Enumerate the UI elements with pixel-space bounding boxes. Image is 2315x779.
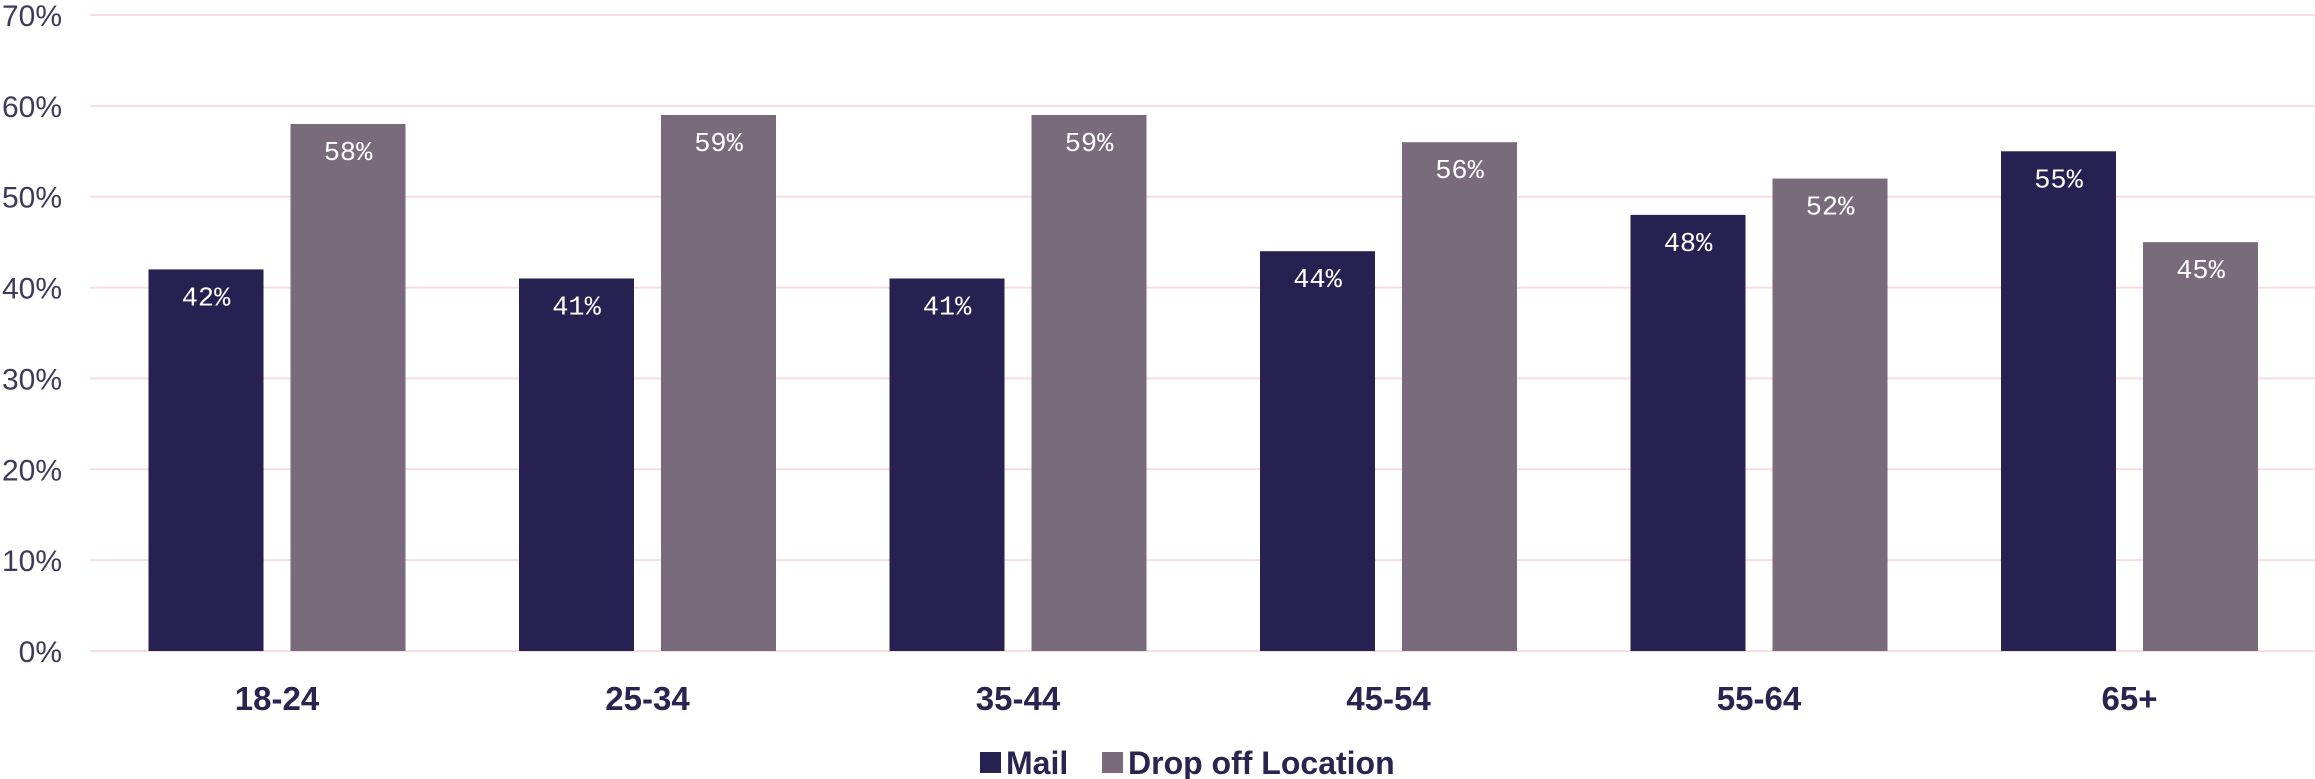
data-label: 52%: [1806, 194, 1855, 224]
bar-drop-off-location: [1402, 142, 1517, 651]
bar-drop-off-location: [290, 124, 406, 652]
x-tick-label: 65+: [2102, 680, 2158, 717]
bar-mail: [519, 278, 634, 651]
bar-drop-off-location: [2143, 242, 2258, 651]
y-tick-label: 40%: [2, 273, 62, 306]
x-tick-label: 55-64: [1717, 680, 1802, 717]
data-label: 55%: [2034, 166, 2083, 196]
y-tick-label: 0%: [19, 636, 62, 669]
data-label: 58%: [324, 139, 373, 169]
y-tick-label: 10%: [2, 545, 62, 578]
data-label: 41%: [923, 293, 972, 323]
y-tick-label: 60%: [2, 91, 62, 124]
data-label: 44%: [1293, 266, 1342, 296]
data-label: 59%: [1065, 130, 1114, 160]
legend: Mail Drop off Location: [980, 745, 1395, 779]
y-tick-label: 70%: [2, 0, 62, 33]
x-tick-label: 35-44: [976, 680, 1061, 717]
data-label: 59%: [694, 130, 743, 160]
bar-drop-off-location: [1031, 114, 1147, 651]
gridlines: [90, 14, 2315, 652]
legend-label: Drop off Location: [1128, 745, 1395, 779]
legend-label: Mail: [1006, 745, 1068, 779]
bar-drop-off-location: [661, 114, 776, 651]
bar-mail: [889, 278, 1005, 651]
bar-mail: [1630, 214, 1746, 651]
legend-swatch: [1102, 752, 1123, 773]
data-label: 48%: [1664, 230, 1713, 260]
bar-drop-off-location: [1772, 178, 1888, 652]
data-label: 45%: [2176, 257, 2225, 287]
x-tick-label: 25-34: [605, 680, 690, 717]
data-label: 42%: [182, 284, 231, 314]
x-tick-label: 45-54: [1346, 680, 1431, 717]
y-tick-label: 20%: [2, 454, 62, 487]
data-label: 56%: [1435, 157, 1484, 187]
y-axis: 0% 10% 20% 30% 40% 50% 60% 70%: [2, 0, 62, 669]
bars: 42% 58% 41% 59% 41% 59% 44% 56% 48% 52% 55% 45%: [148, 114, 2258, 652]
y-tick-label: 30%: [2, 363, 62, 396]
legend-swatch: [980, 752, 1001, 773]
x-tick-label: 18-24: [235, 680, 320, 717]
bar-mail: [1260, 251, 1375, 651]
bar-mail: [148, 269, 264, 651]
data-label: 41%: [552, 293, 601, 323]
y-tick-label: 50%: [2, 182, 62, 215]
x-axis: 18-24 25-34 35-44 45-54 55-64 65+: [235, 680, 2158, 717]
bar-mail: [2001, 151, 2116, 652]
